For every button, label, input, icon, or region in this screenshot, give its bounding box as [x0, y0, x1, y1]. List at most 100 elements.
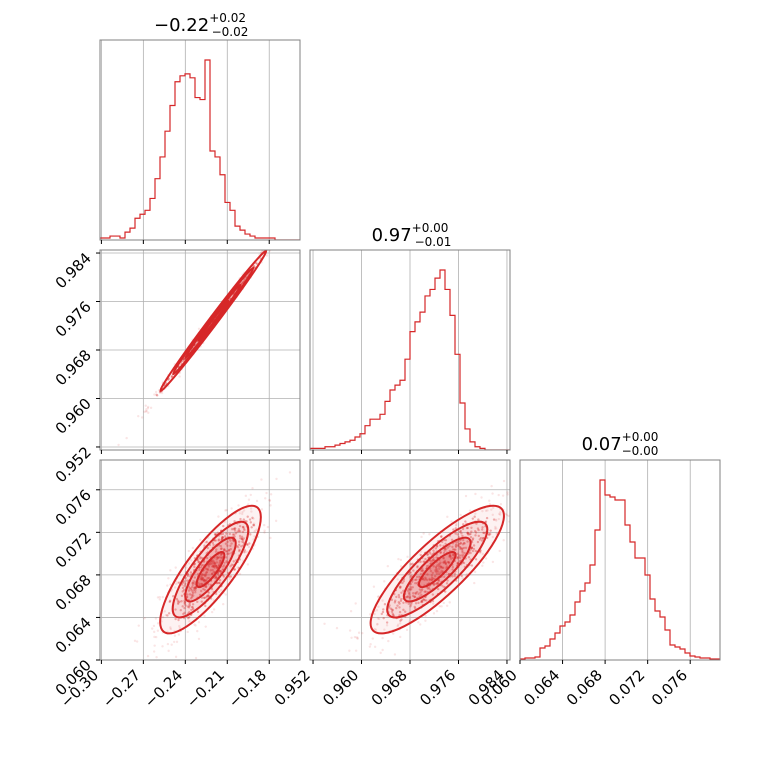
sample-point [188, 593, 192, 596]
sample-point [409, 605, 412, 608]
sample-point [245, 550, 248, 554]
sample-point [383, 628, 386, 631]
sample-point [442, 601, 445, 605]
sample-point [239, 537, 242, 540]
sample-point [152, 674, 154, 676]
x-tick-label: −0.18 [225, 666, 270, 711]
sample-point [253, 530, 256, 533]
sample-point [420, 600, 423, 604]
sample-point [207, 562, 211, 566]
sample-point [252, 523, 255, 527]
sample-point [471, 517, 475, 520]
sample-point [453, 574, 456, 578]
sample-point [458, 545, 462, 549]
sample-point [154, 617, 158, 620]
sample-point [377, 605, 380, 608]
sample-point [218, 581, 221, 585]
sample-point [456, 557, 459, 560]
sample-point [180, 600, 183, 603]
sample-point [453, 572, 456, 576]
sample-point [460, 554, 463, 557]
sample-point [325, 683, 327, 685]
sample-point [170, 374, 174, 378]
sample-point [133, 639, 137, 643]
sample-point [406, 595, 409, 599]
param-2-title-sub-text: −0.01 [415, 235, 452, 249]
sample-point [137, 414, 140, 418]
sample-point [249, 533, 252, 536]
sample-point [221, 532, 225, 536]
sample-point [391, 612, 394, 616]
sample-point [409, 575, 412, 579]
sample-point [169, 569, 172, 572]
sample-point [214, 564, 218, 568]
sample-point [422, 560, 425, 563]
sample-point [200, 564, 203, 567]
sample-point [220, 547, 223, 550]
sample-point [406, 595, 410, 598]
sample-point [432, 612, 436, 615]
sample-point [464, 520, 467, 523]
sample-point [399, 599, 403, 603]
sample-point [437, 580, 440, 583]
sample-point [415, 582, 419, 585]
sample-point [203, 588, 206, 592]
sample-point [410, 580, 414, 583]
sample-point [469, 551, 472, 555]
sample-point [242, 537, 245, 540]
sample-point [483, 531, 486, 535]
sample-point [354, 649, 358, 652]
sample-point [240, 537, 244, 541]
sample-point [168, 600, 171, 604]
sample-point [424, 619, 427, 622]
sample-point [199, 556, 202, 559]
panel-frame [519, 459, 721, 661]
y-tick-label: 0.072 [52, 528, 95, 571]
sample-point [390, 598, 394, 602]
sample-point [153, 393, 156, 396]
sample-point [431, 593, 435, 596]
sample-point [152, 624, 156, 628]
sample-point [435, 609, 439, 613]
sample-point [381, 636, 384, 640]
sample-point [202, 573, 206, 577]
sample-point [181, 586, 185, 590]
sample-point [381, 648, 384, 652]
sample-point [236, 545, 240, 549]
sample-point [189, 571, 193, 574]
sample-point [176, 581, 179, 584]
sample-point [498, 549, 501, 553]
sample-point [514, 511, 516, 513]
sample-point [190, 559, 193, 562]
sample-point [432, 565, 435, 568]
sample-point [484, 520, 488, 523]
sample-point [273, 241, 275, 243]
sample-point [435, 556, 438, 559]
sample-point [506, 491, 509, 494]
sample-point [179, 608, 183, 612]
sample-point [421, 600, 424, 604]
sample-point [172, 640, 176, 644]
sample-point [423, 599, 426, 602]
sample-point [413, 605, 416, 609]
sample-point [193, 582, 196, 585]
sample-point [369, 643, 372, 646]
sample-point [443, 561, 446, 564]
sample-point [219, 569, 222, 573]
sample-point [204, 541, 207, 544]
scatter-panel-3: 0.952 0.960 0.968 0.976 0.984 [271, 459, 516, 709]
sample-point [424, 590, 427, 593]
sample-point [229, 575, 232, 578]
sample-point [402, 601, 405, 604]
sample-point [446, 579, 449, 582]
sample-point [418, 553, 422, 556]
sample-point [210, 560, 213, 563]
sample-point [156, 622, 160, 625]
sample-point [212, 570, 216, 574]
sample-point [183, 600, 187, 604]
sample-point [243, 549, 247, 552]
sample-point [439, 544, 442, 547]
sample-point [431, 559, 434, 562]
sample-point [221, 537, 224, 540]
sample-point [214, 592, 218, 596]
